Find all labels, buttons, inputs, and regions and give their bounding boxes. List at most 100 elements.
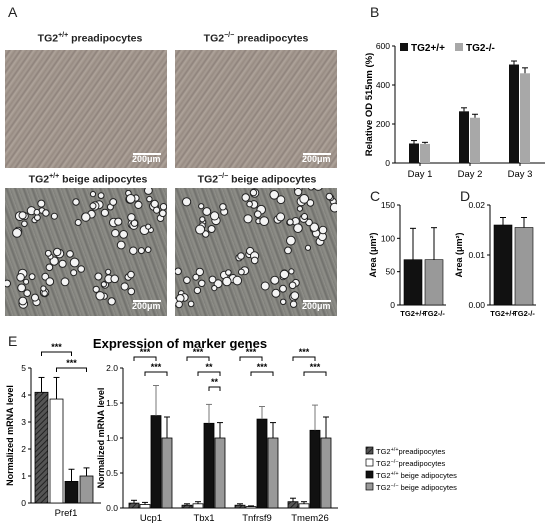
panel-label-c: C: [370, 188, 381, 204]
e2-x-tick-label: Tbx1: [193, 513, 214, 524]
e2-sig-label: ***: [193, 347, 204, 357]
panel-label-d: D: [460, 188, 471, 204]
c-y-label: Area (μm²): [368, 232, 378, 277]
e2-x-tick-label: Ucp1: [140, 513, 162, 524]
e1-sig-bracket: [41, 351, 72, 356]
micrograph-wt-beige-adipocytes: 200μm: [5, 188, 167, 316]
b-y-tick-label: 400: [376, 80, 390, 90]
b-y-tick-label: 600: [376, 41, 390, 51]
d-bar: [493, 224, 513, 306]
e2-sig-bracket: [186, 356, 210, 361]
e1-bar: [49, 398, 64, 504]
d-x-tick-label: TG2-/-: [513, 309, 535, 318]
e2-bar: [245, 506, 257, 509]
d-x-tick-label: TG2+/+: [490, 309, 516, 318]
image-caption-wt-beige: TG2+/+ beige adipocytes: [28, 173, 148, 186]
b-legend-label: TG2+/+: [411, 43, 445, 54]
e1-y-label: Normalized mRNA level: [5, 385, 15, 486]
e2-sig-bracket: [144, 371, 168, 376]
e-legend-label: TG2−/−preadipocytes: [376, 459, 445, 468]
e-legend-swatch: [365, 446, 374, 455]
e2-y-tick-label: 0.5: [106, 468, 118, 478]
b-legend-label: TG2-/-: [466, 43, 495, 54]
e-title: Expression of marker genes: [93, 336, 267, 351]
panel-label-b: B: [370, 4, 380, 20]
e2-bar: [161, 437, 173, 509]
e2-x-tick-label: Tnfrsf9: [242, 513, 272, 524]
e1-sig-bracket: [56, 367, 87, 372]
e2-sig-bracket: [239, 356, 263, 361]
d-y-label: Area (μm²): [454, 232, 464, 277]
c-x-tick-label: TG2+/+: [400, 309, 426, 318]
e2-bar: [181, 504, 193, 509]
e1-bar: [34, 391, 49, 504]
e-legend-swatch: [365, 470, 374, 479]
e2-sig-label: ***: [140, 347, 151, 357]
e2-y-tick-label: 1.5: [106, 398, 118, 408]
e1-y-tick-label: 0: [21, 498, 26, 508]
b-legend-swatch: [400, 43, 408, 51]
e2-y-tick-label: 1.0: [106, 433, 118, 443]
panel-label-a: A: [8, 4, 18, 20]
image-caption-ko-beige: TG2−/− beige adipocytes: [197, 173, 317, 186]
e2-bar: [234, 504, 246, 509]
e2-bar: [150, 415, 162, 509]
e2-sig-label: ***: [257, 362, 268, 372]
e2-bar: [214, 437, 226, 509]
e2-bar: [192, 503, 204, 509]
b-legend-swatch: [455, 43, 463, 51]
e2-bar: [128, 502, 140, 509]
e1-y-tick-label: 1: [21, 471, 26, 481]
e1-bar: [79, 475, 94, 504]
d-y-tick-label: 0.00: [468, 300, 485, 310]
d-bar: [514, 227, 534, 306]
e2-bar: [267, 437, 279, 509]
e2-y-tick-label: 2.0: [106, 363, 118, 373]
b-bar: [470, 117, 480, 163]
d-y-tick-label: 0.02: [468, 200, 485, 210]
e2-sig-label: ***: [246, 347, 257, 357]
e2-sig-label: **: [211, 377, 219, 387]
e2-sig-bracket: [133, 356, 157, 361]
e2-sig-bracket: [208, 386, 221, 391]
c-y-tick-label: 100: [381, 233, 395, 243]
e1-x-tick-label: Pref1: [55, 508, 78, 519]
c-y-tick-label: 150: [381, 200, 395, 210]
e2-bar: [287, 501, 299, 509]
e2-sig-bracket: [250, 371, 274, 376]
b-y-tick-label: 200: [376, 119, 390, 129]
micrograph-ko-preadipocytes: 200μm: [175, 50, 337, 168]
e-legend-label: TG2−/− beige adipocytes: [376, 483, 457, 492]
b-bar: [520, 73, 530, 163]
e2-bar: [139, 504, 151, 509]
e1-y-tick-label: 3: [21, 417, 26, 427]
c-bar: [424, 259, 444, 306]
e2-bar: [203, 422, 215, 509]
e1-y-tick-label: 2: [21, 444, 26, 454]
b-bar: [459, 111, 469, 163]
e-legend-label: TG2+/+preadipocytes: [376, 447, 445, 456]
e1-y-tick-label: 5: [21, 363, 26, 373]
e1-bar: [64, 480, 79, 504]
e2-sig-label: ***: [151, 362, 162, 372]
e-legend-swatch: [365, 458, 374, 467]
e2-sig-label: ***: [310, 362, 321, 372]
e2-bar: [256, 418, 268, 509]
e2-sig-bracket: [197, 371, 221, 376]
e1-sig-label: ***: [66, 358, 77, 368]
b-x-tick-label: Day 2: [458, 169, 483, 180]
e2-x-tick-label: Tmem26: [291, 513, 328, 524]
e2-sig-label: **: [205, 362, 213, 372]
d-y-tick-label: 0.01: [468, 250, 485, 260]
e-legend-label: TG2+/+ beige adipocytes: [376, 471, 457, 480]
e2-sig-label: ***: [299, 347, 310, 357]
b-bar: [420, 143, 430, 163]
e2-sig-bracket: [292, 356, 316, 361]
e2-y-tick-label: 0.0: [106, 503, 118, 513]
e2-bar: [320, 437, 332, 509]
e1-y-tick-label: 4: [21, 390, 26, 400]
e2-bar: [309, 429, 321, 509]
c-x-tick-label: TG2-/-: [423, 309, 445, 318]
image-caption-ko-pre: TG2−/− preadipocytes: [203, 32, 309, 45]
e2-sig-bracket: [303, 371, 327, 376]
